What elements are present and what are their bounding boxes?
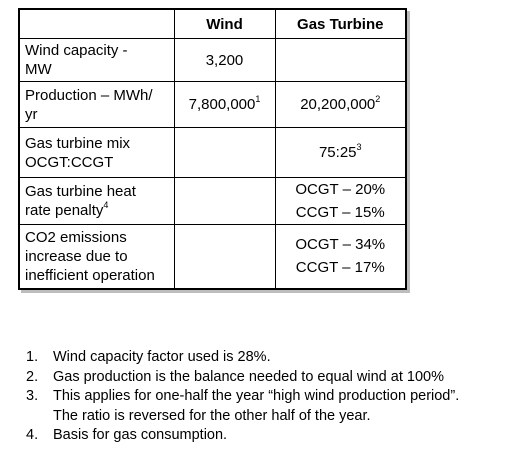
cell-production-wind: 7,800,0001	[173, 81, 276, 128]
row-label-gas-turbine-mix: Gas turbine mix OCGT:CCGT	[18, 127, 175, 178]
footnote-item: 4. Basis for gas consumption.	[26, 426, 514, 446]
footnote-ref: 2	[375, 94, 381, 104]
table-row: CO2 emissions increase due to inefficien…	[18, 224, 407, 289]
footnote-ref: 1	[255, 94, 261, 104]
footnote-text: This applies for one-half the year “high…	[53, 388, 460, 424]
footnote-text: Gas production is the balance needed to …	[53, 368, 444, 385]
row-label-heat-rate-penalty: Gas turbine heat rate penalty4	[18, 177, 175, 225]
footnotes-list: 1. Wind capacity factor used is 28%. 2. …	[26, 348, 514, 446]
row-label-wind-capacity: Wind capacity - MW	[18, 38, 175, 82]
comparison-table: Wind Gas Turbine Wind capacity - MW 3,20…	[18, 8, 407, 290]
table-row: Wind capacity - MW 3,200	[18, 38, 407, 82]
footnote-text: Wind capacity factor used is 28%.	[53, 349, 271, 365]
footnote-item: 1. Wind capacity factor used is 28%.	[26, 348, 514, 368]
footnote-number: 4.	[26, 427, 39, 443]
header-gas-turbine: Gas Turbine	[274, 8, 407, 39]
cell-co2-wind	[173, 224, 276, 289]
footnote-number: 2.	[26, 368, 39, 385]
header-wind: Wind	[173, 8, 276, 39]
header-blank	[18, 8, 175, 39]
row-label-co2-emissions: CO2 emissions increase due to inefficien…	[18, 224, 175, 289]
footnote-text: Basis for gas consumption.	[53, 427, 228, 443]
table-row: Gas turbine mix OCGT:CCGT 75:253	[18, 127, 407, 178]
cell-heat-rate-wind	[173, 177, 276, 225]
cell-co2-gas: OCGT – 34% CCGT – 17%	[274, 224, 407, 289]
footnote-ref: 3	[356, 142, 362, 152]
cell-wind-capacity-wind: 3,200	[173, 38, 276, 82]
footnote-item: 3. This applies for one-half the year “h…	[26, 387, 514, 426]
footnote-ref: 4	[103, 200, 109, 210]
header-row: Wind Gas Turbine	[18, 8, 407, 39]
cell-mix-gas: 75:253	[274, 127, 407, 178]
footnote-number: 1.	[26, 349, 39, 365]
cell-production-gas: 20,200,0002	[274, 81, 407, 128]
cell-heat-rate-gas: OCGT – 20% CCGT – 15%	[274, 177, 407, 225]
footnote-item: 2. Gas production is the balance needed …	[26, 368, 514, 388]
footnote-number: 3.	[26, 388, 39, 404]
row-label-production: Production – MWh/ yr	[18, 81, 175, 128]
cell-mix-wind	[173, 127, 276, 178]
cell-wind-capacity-gas	[274, 38, 407, 82]
table-row: Gas turbine heat rate penalty4 OCGT – 20…	[18, 177, 407, 225]
table-row: Production – MWh/ yr 7,800,0001 20,200,0…	[18, 81, 407, 128]
